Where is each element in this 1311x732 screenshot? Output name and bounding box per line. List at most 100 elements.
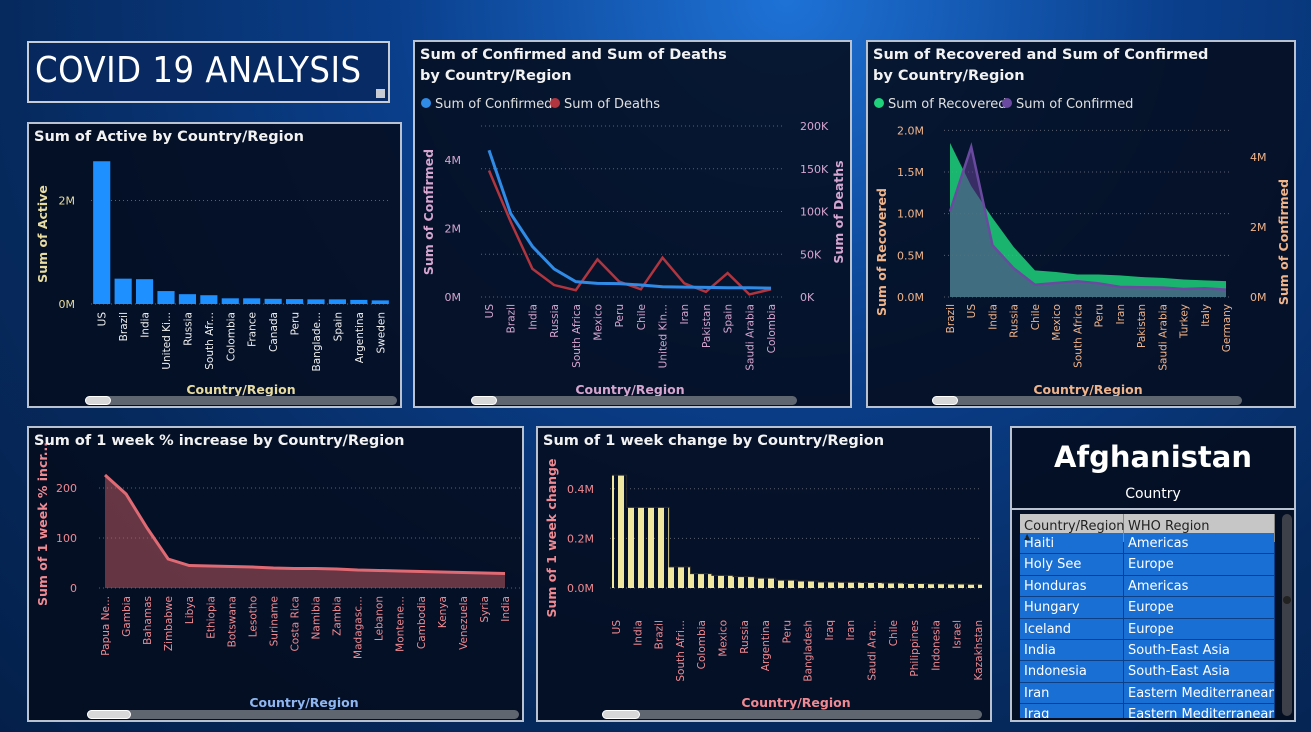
x-tick-label: Botswana	[226, 596, 238, 647]
cell-who-region: Eastern Mediterranean	[1124, 682, 1275, 704]
x-tick-label: Germany	[1221, 304, 1233, 352]
column-header-who-region[interactable]: WHO Region	[1124, 514, 1275, 542]
resize-handle-icon[interactable]	[376, 89, 385, 98]
cell-country: Iraq	[1020, 704, 1124, 718]
x-tick-label: India	[140, 312, 152, 338]
vertical-scrollbar[interactable]	[1282, 514, 1292, 716]
area-confirmed	[950, 146, 1226, 297]
chart-title: Sum of Recovered and Sum of Confirmed by…	[873, 47, 1209, 84]
area-week-pct	[105, 475, 505, 588]
x-tick-label: US	[484, 304, 496, 319]
scrollbar-thumb[interactable]	[1283, 596, 1291, 604]
horizontal-scrollbar[interactable]	[87, 710, 519, 719]
x-tick-label: Philippines	[909, 620, 921, 677]
legend-label: Sum of Confirmed	[1016, 97, 1133, 112]
table-row[interactable]: India South-East Asia	[1020, 639, 1275, 662]
undefined: 4M	[445, 154, 462, 167]
table-row[interactable]: Haiti Americas	[1020, 533, 1275, 555]
sort-ascending-icon: ▲	[1024, 532, 1031, 541]
active-bar-chart: 0M 2M US Brazil India United Ki... Russia South…	[35, 161, 391, 397]
area-recovered	[950, 142, 1226, 297]
x-axis-title: Country/Region	[1033, 382, 1142, 397]
cell-who-region: South-East Asia	[1124, 639, 1275, 661]
x-tick-label: Mexico	[592, 304, 604, 341]
cell-country: India	[1020, 639, 1124, 661]
x-tick-label: Turkey	[1179, 304, 1191, 339]
undefined: 0M	[445, 291, 462, 304]
y-tick-label: 0.5M	[897, 249, 924, 262]
table-row[interactable]: Honduras Americas	[1020, 575, 1275, 598]
x-tick-label: Peru	[781, 620, 793, 643]
y-tick-label: 100	[56, 532, 77, 545]
bar	[136, 279, 154, 304]
country-region-table[interactable]: Country/Region ▲ WHO Region Haiti Americas…	[1020, 514, 1275, 718]
x-tick-label: Spain	[332, 312, 344, 341]
cell-country: Iceland	[1020, 618, 1124, 639]
cell-who-region: Europe	[1124, 618, 1275, 639]
table-row[interactable]: Iraq Eastern Mediterranean	[1020, 704, 1275, 718]
recovered-confirmed-area-chart: 0.0M 0.5M 1.0M 1.5M 2.0M 0M 2M 4M Sum of Recover…	[874, 97, 1291, 397]
bar	[178, 294, 196, 304]
x-tick-label: France	[247, 312, 259, 347]
y-axis-title: Sum of Active	[35, 185, 50, 283]
x-tick-label: Iran	[679, 304, 691, 325]
bar	[157, 291, 175, 304]
horizontal-scrollbar[interactable]	[85, 396, 397, 405]
active-chart-panel[interactable]: 0M 2M US Brazil India United Ki... Russia South…	[27, 122, 402, 408]
horizontal-scrollbar[interactable]	[602, 710, 982, 719]
series-line-deaths	[487, 169, 772, 296]
week-change-area-chart: 0.0M 0.2M 0.4M US India Brazil South Afri... Co…	[544, 459, 985, 710]
series-line-week-change	[612, 474, 982, 585]
bar	[350, 299, 368, 304]
x-tick-label: Zimbabwe	[163, 596, 175, 651]
horizontal-scrollbar[interactable]	[471, 396, 797, 405]
column-header-country[interactable]: Country/Region ▲	[1020, 514, 1125, 542]
y-tick-label: 0	[70, 582, 77, 595]
x-tick-label: Spain	[723, 304, 735, 333]
horizontal-scrollbar[interactable]	[932, 396, 1242, 405]
x-tick-label: Syria	[479, 596, 491, 623]
y2-tick-label: 150K	[800, 163, 829, 176]
legend-dot-confirmed	[1002, 98, 1012, 108]
table-row[interactable]: Iran Eastern Mediterranean	[1020, 682, 1275, 705]
table-row[interactable]: Iceland Europe	[1020, 618, 1275, 640]
x-tick-label: Papua Ne...	[100, 596, 112, 656]
week-change-chart-panel[interactable]: 0.0M 0.2M 0.4M US India Brazil South Afri... Co…	[536, 426, 992, 722]
x-tick-label: Mexico	[717, 620, 729, 657]
recovered-confirmed-chart-panel[interactable]: 0.0M 0.5M 1.0M 1.5M 2.0M 0M 2M 4M Sum of Recover…	[866, 40, 1296, 408]
x-tick-label: Peru	[1094, 304, 1106, 327]
series-line-week-pct	[103, 473, 506, 575]
confirmed-deaths-chart-panel[interactable]: 0M 2M 4M 0K 50K 100K 150K 200K Sum of Confirmed S…	[413, 40, 852, 408]
scrollbar-thumb[interactable]	[87, 710, 131, 719]
scrollbar-thumb[interactable]	[85, 396, 111, 405]
x-tick-label: Ethiopia	[205, 596, 217, 639]
scrollbar-thumb[interactable]	[471, 396, 497, 405]
x-tick-label: Argentina	[354, 312, 366, 363]
undefined: 4M	[1250, 151, 1267, 164]
chart-title: Sum of Active by Country/Region	[34, 129, 304, 145]
legend-dot-confirmed	[421, 98, 431, 108]
scrollbar-thumb[interactable]	[602, 710, 640, 719]
x-tick-label: Costa Rica	[289, 596, 301, 652]
x-tick-label: Lesotho	[247, 596, 259, 637]
table-row[interactable]: Holy See Europe	[1020, 554, 1275, 576]
x-tick-label: India	[527, 304, 539, 330]
x-tick-label: Brazil	[506, 304, 518, 333]
bar	[264, 298, 282, 304]
cell-who-region: Europe	[1124, 554, 1275, 575]
y-tick-label: 0.0M	[567, 582, 594, 595]
scrollbar-thumb[interactable]	[932, 396, 958, 405]
x-tick-label: South Africa	[1072, 304, 1084, 368]
divider	[1012, 508, 1294, 510]
x-tick-label: Saudi Arabia	[744, 304, 756, 371]
week-pct-area-chart: 0 100 200 Papua Ne... Gambia Bahamas Zimbabwe L…	[35, 442, 521, 710]
x-tick-label: Bangladesh	[803, 620, 815, 682]
week-pct-chart-panel[interactable]: 0 100 200 Papua Ne... Gambia Bahamas Zimbabwe L…	[27, 426, 524, 722]
y-axis-title: Sum of Confirmed	[1276, 179, 1291, 305]
table-row[interactable]: Hungary Europe	[1020, 597, 1275, 619]
table-row[interactable]: Indonesia South-East Asia	[1020, 661, 1275, 683]
x-tick-label: Banglade...	[311, 312, 323, 371]
card-label: Country	[1125, 486, 1181, 502]
bar	[371, 300, 389, 304]
y-axis-title: Sum of 1 week change	[544, 459, 559, 618]
